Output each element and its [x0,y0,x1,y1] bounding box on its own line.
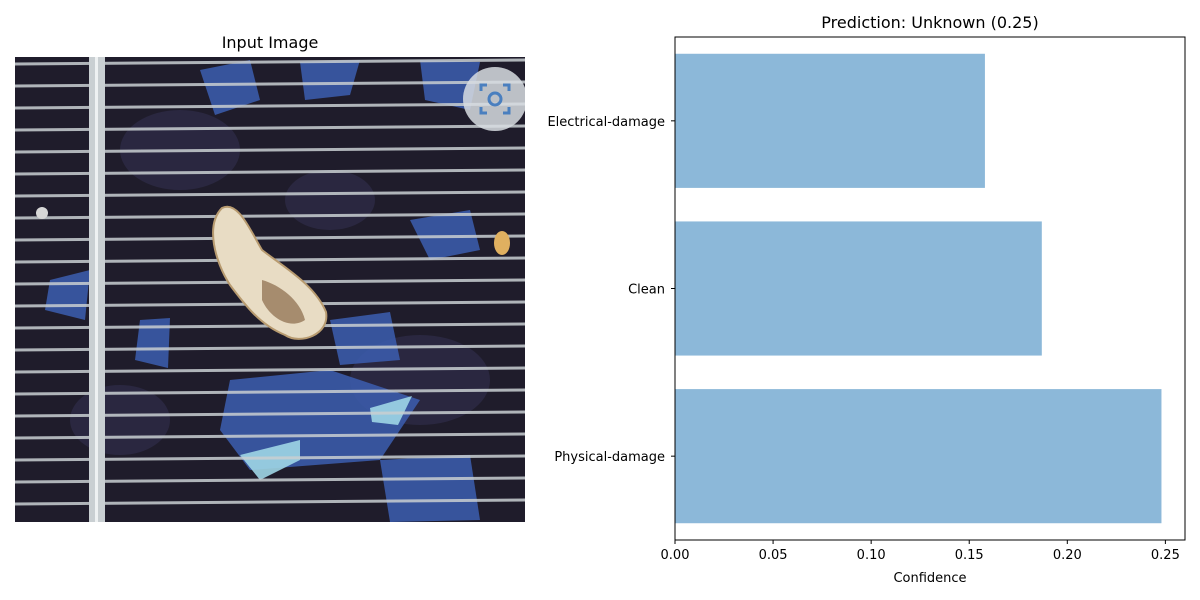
plot-area: Physical-damage Clean Electrical-damage 0.0… [547,53,1180,563]
x-tick-label: 0.10 [857,548,886,563]
bar-clean [675,221,1042,356]
input-image [15,57,525,522]
x-axis-label: Confidence [893,571,966,586]
y-tick-label: Physical-damage [554,450,665,465]
x-tick-label: 0.20 [1053,548,1082,563]
focus-scan-icon [463,67,525,131]
x-tick-label: 0.00 [661,548,690,563]
y-tick-label: Clean [628,283,665,298]
chart-title: Prediction: Unknown (0.25) [821,13,1038,32]
y-tick-label: Electrical-damage [547,115,665,130]
x-tick-label: 0.15 [955,548,984,563]
x-tick-label: 0.25 [1151,548,1180,563]
plot-frame [674,36,1186,541]
image-title: Input Image [222,33,319,52]
bar-electrical-damage [675,53,985,188]
bar-physical-damage [675,389,1162,524]
x-tick-label: 0.05 [759,548,788,563]
